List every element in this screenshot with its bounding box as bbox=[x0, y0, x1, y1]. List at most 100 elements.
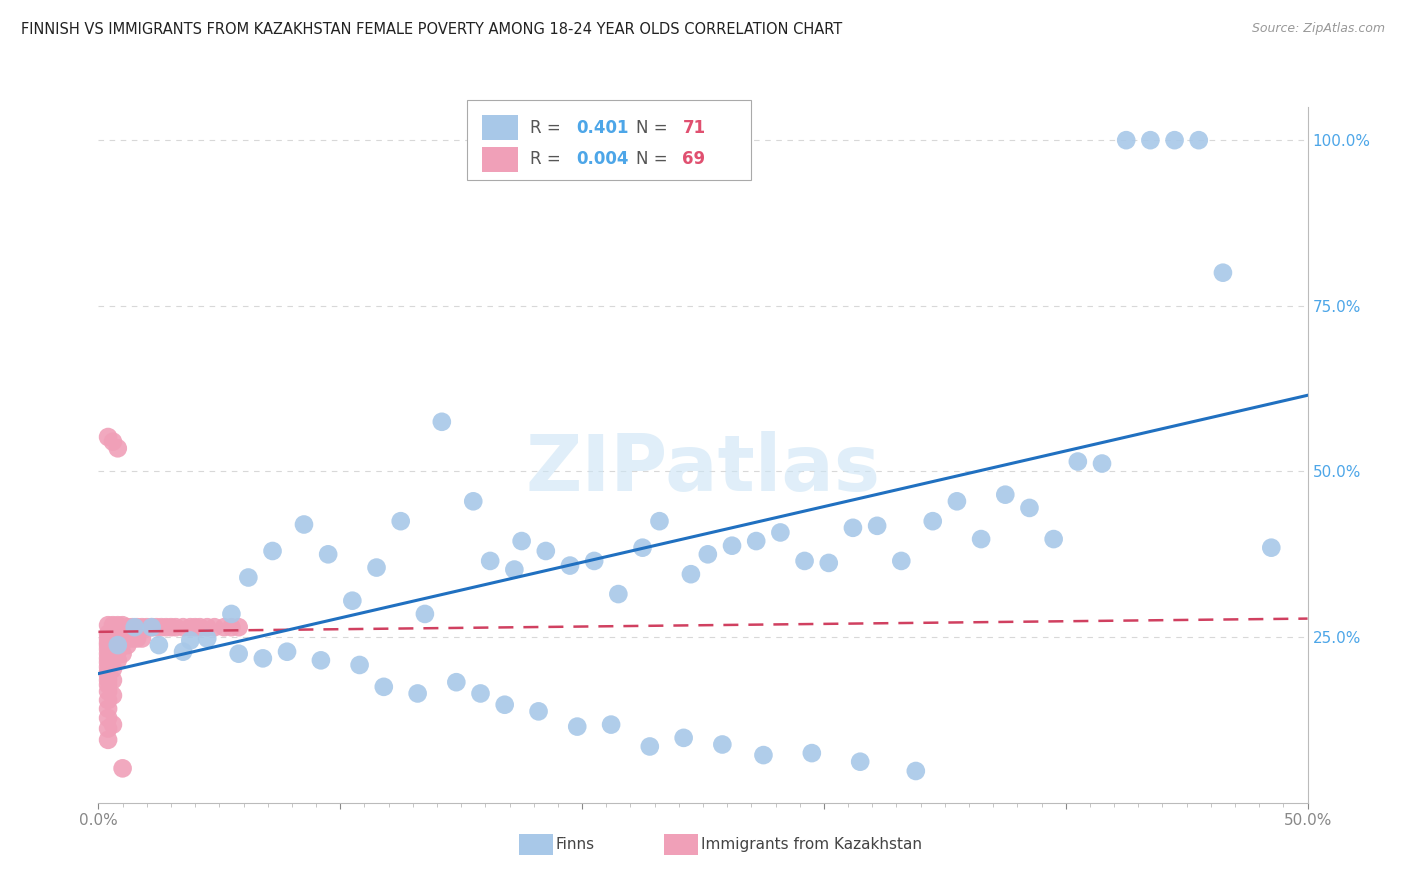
Point bbox=[238, 570, 260, 584]
Point bbox=[107, 442, 129, 456]
Point bbox=[890, 554, 912, 568]
Point bbox=[583, 554, 606, 568]
Point bbox=[111, 635, 134, 649]
Text: 71: 71 bbox=[682, 119, 706, 136]
Point bbox=[510, 534, 533, 549]
Point bbox=[711, 738, 734, 752]
Point bbox=[101, 673, 124, 688]
Point bbox=[97, 660, 120, 674]
Point bbox=[188, 620, 211, 634]
Point bbox=[172, 645, 194, 659]
Point bbox=[849, 755, 872, 769]
Point bbox=[107, 618, 129, 632]
Text: FINNISH VS IMMIGRANTS FROM KAZAKHSTAN FEMALE POVERTY AMONG 18-24 YEAR OLDS CORRE: FINNISH VS IMMIGRANTS FROM KAZAKHSTAN FE… bbox=[21, 22, 842, 37]
Point bbox=[97, 711, 120, 725]
Point bbox=[970, 532, 993, 546]
Point bbox=[111, 761, 134, 775]
Point bbox=[148, 638, 170, 652]
Point bbox=[1188, 133, 1211, 147]
Point bbox=[150, 620, 173, 634]
Point bbox=[121, 632, 143, 646]
Point bbox=[228, 647, 250, 661]
Text: Finns: Finns bbox=[555, 837, 595, 852]
Point bbox=[195, 632, 218, 646]
Point bbox=[101, 689, 124, 703]
Point bbox=[97, 684, 120, 698]
Text: R =: R = bbox=[530, 119, 567, 136]
Point bbox=[342, 593, 364, 607]
Point bbox=[567, 720, 589, 734]
Bar bbox=[482, 146, 517, 172]
Point bbox=[101, 653, 124, 667]
Point bbox=[127, 632, 149, 646]
Text: 69: 69 bbox=[682, 150, 706, 169]
Point bbox=[631, 541, 654, 555]
Point bbox=[107, 638, 129, 652]
Point bbox=[179, 620, 201, 634]
Point bbox=[389, 514, 412, 528]
Point bbox=[97, 678, 120, 692]
Point bbox=[117, 638, 139, 652]
Point bbox=[135, 620, 157, 634]
Point bbox=[97, 732, 120, 747]
Point bbox=[179, 633, 201, 648]
Point bbox=[172, 620, 194, 634]
Point bbox=[745, 534, 768, 549]
Point bbox=[349, 657, 371, 672]
Point bbox=[228, 620, 250, 634]
Point bbox=[1139, 133, 1161, 147]
Point bbox=[800, 746, 823, 760]
Point bbox=[165, 620, 187, 634]
Point bbox=[866, 518, 889, 533]
Bar bbox=[664, 834, 699, 855]
Point bbox=[463, 494, 485, 508]
Point bbox=[752, 748, 775, 763]
Point bbox=[131, 632, 153, 646]
Point bbox=[97, 656, 120, 670]
Point bbox=[141, 620, 163, 634]
Point bbox=[101, 632, 124, 646]
Point bbox=[107, 632, 129, 646]
Point bbox=[101, 717, 124, 731]
Point bbox=[527, 704, 550, 718]
Text: Immigrants from Kazakhstan: Immigrants from Kazakhstan bbox=[700, 837, 921, 852]
Point bbox=[97, 618, 120, 632]
Point bbox=[97, 665, 120, 679]
Point bbox=[101, 662, 124, 676]
Point bbox=[994, 488, 1017, 502]
Point bbox=[366, 560, 388, 574]
Point bbox=[97, 632, 120, 646]
Point bbox=[558, 558, 581, 573]
Point bbox=[97, 673, 120, 688]
Point bbox=[921, 514, 943, 528]
Point bbox=[127, 620, 149, 634]
Point bbox=[97, 647, 120, 661]
Point bbox=[817, 556, 839, 570]
Point bbox=[904, 764, 927, 778]
Point bbox=[111, 647, 134, 661]
Point bbox=[479, 554, 502, 568]
Point bbox=[97, 642, 120, 657]
Point bbox=[97, 651, 120, 665]
Text: 0.004: 0.004 bbox=[576, 150, 628, 169]
Bar bbox=[519, 834, 553, 855]
Point bbox=[276, 645, 298, 659]
Point bbox=[101, 624, 124, 639]
Point bbox=[600, 717, 623, 731]
Point bbox=[111, 627, 134, 641]
Point bbox=[696, 547, 718, 561]
Point bbox=[946, 494, 969, 508]
Point bbox=[141, 620, 163, 634]
Text: N =: N = bbox=[637, 150, 673, 169]
Point bbox=[97, 722, 120, 736]
Point bbox=[97, 430, 120, 444]
Point bbox=[1212, 266, 1234, 280]
Point bbox=[101, 645, 124, 659]
Point bbox=[97, 627, 120, 641]
Point bbox=[1115, 133, 1137, 147]
Text: N =: N = bbox=[637, 119, 673, 136]
Point bbox=[534, 544, 557, 558]
Point bbox=[97, 635, 120, 649]
Point bbox=[155, 620, 177, 634]
Point bbox=[204, 620, 226, 634]
